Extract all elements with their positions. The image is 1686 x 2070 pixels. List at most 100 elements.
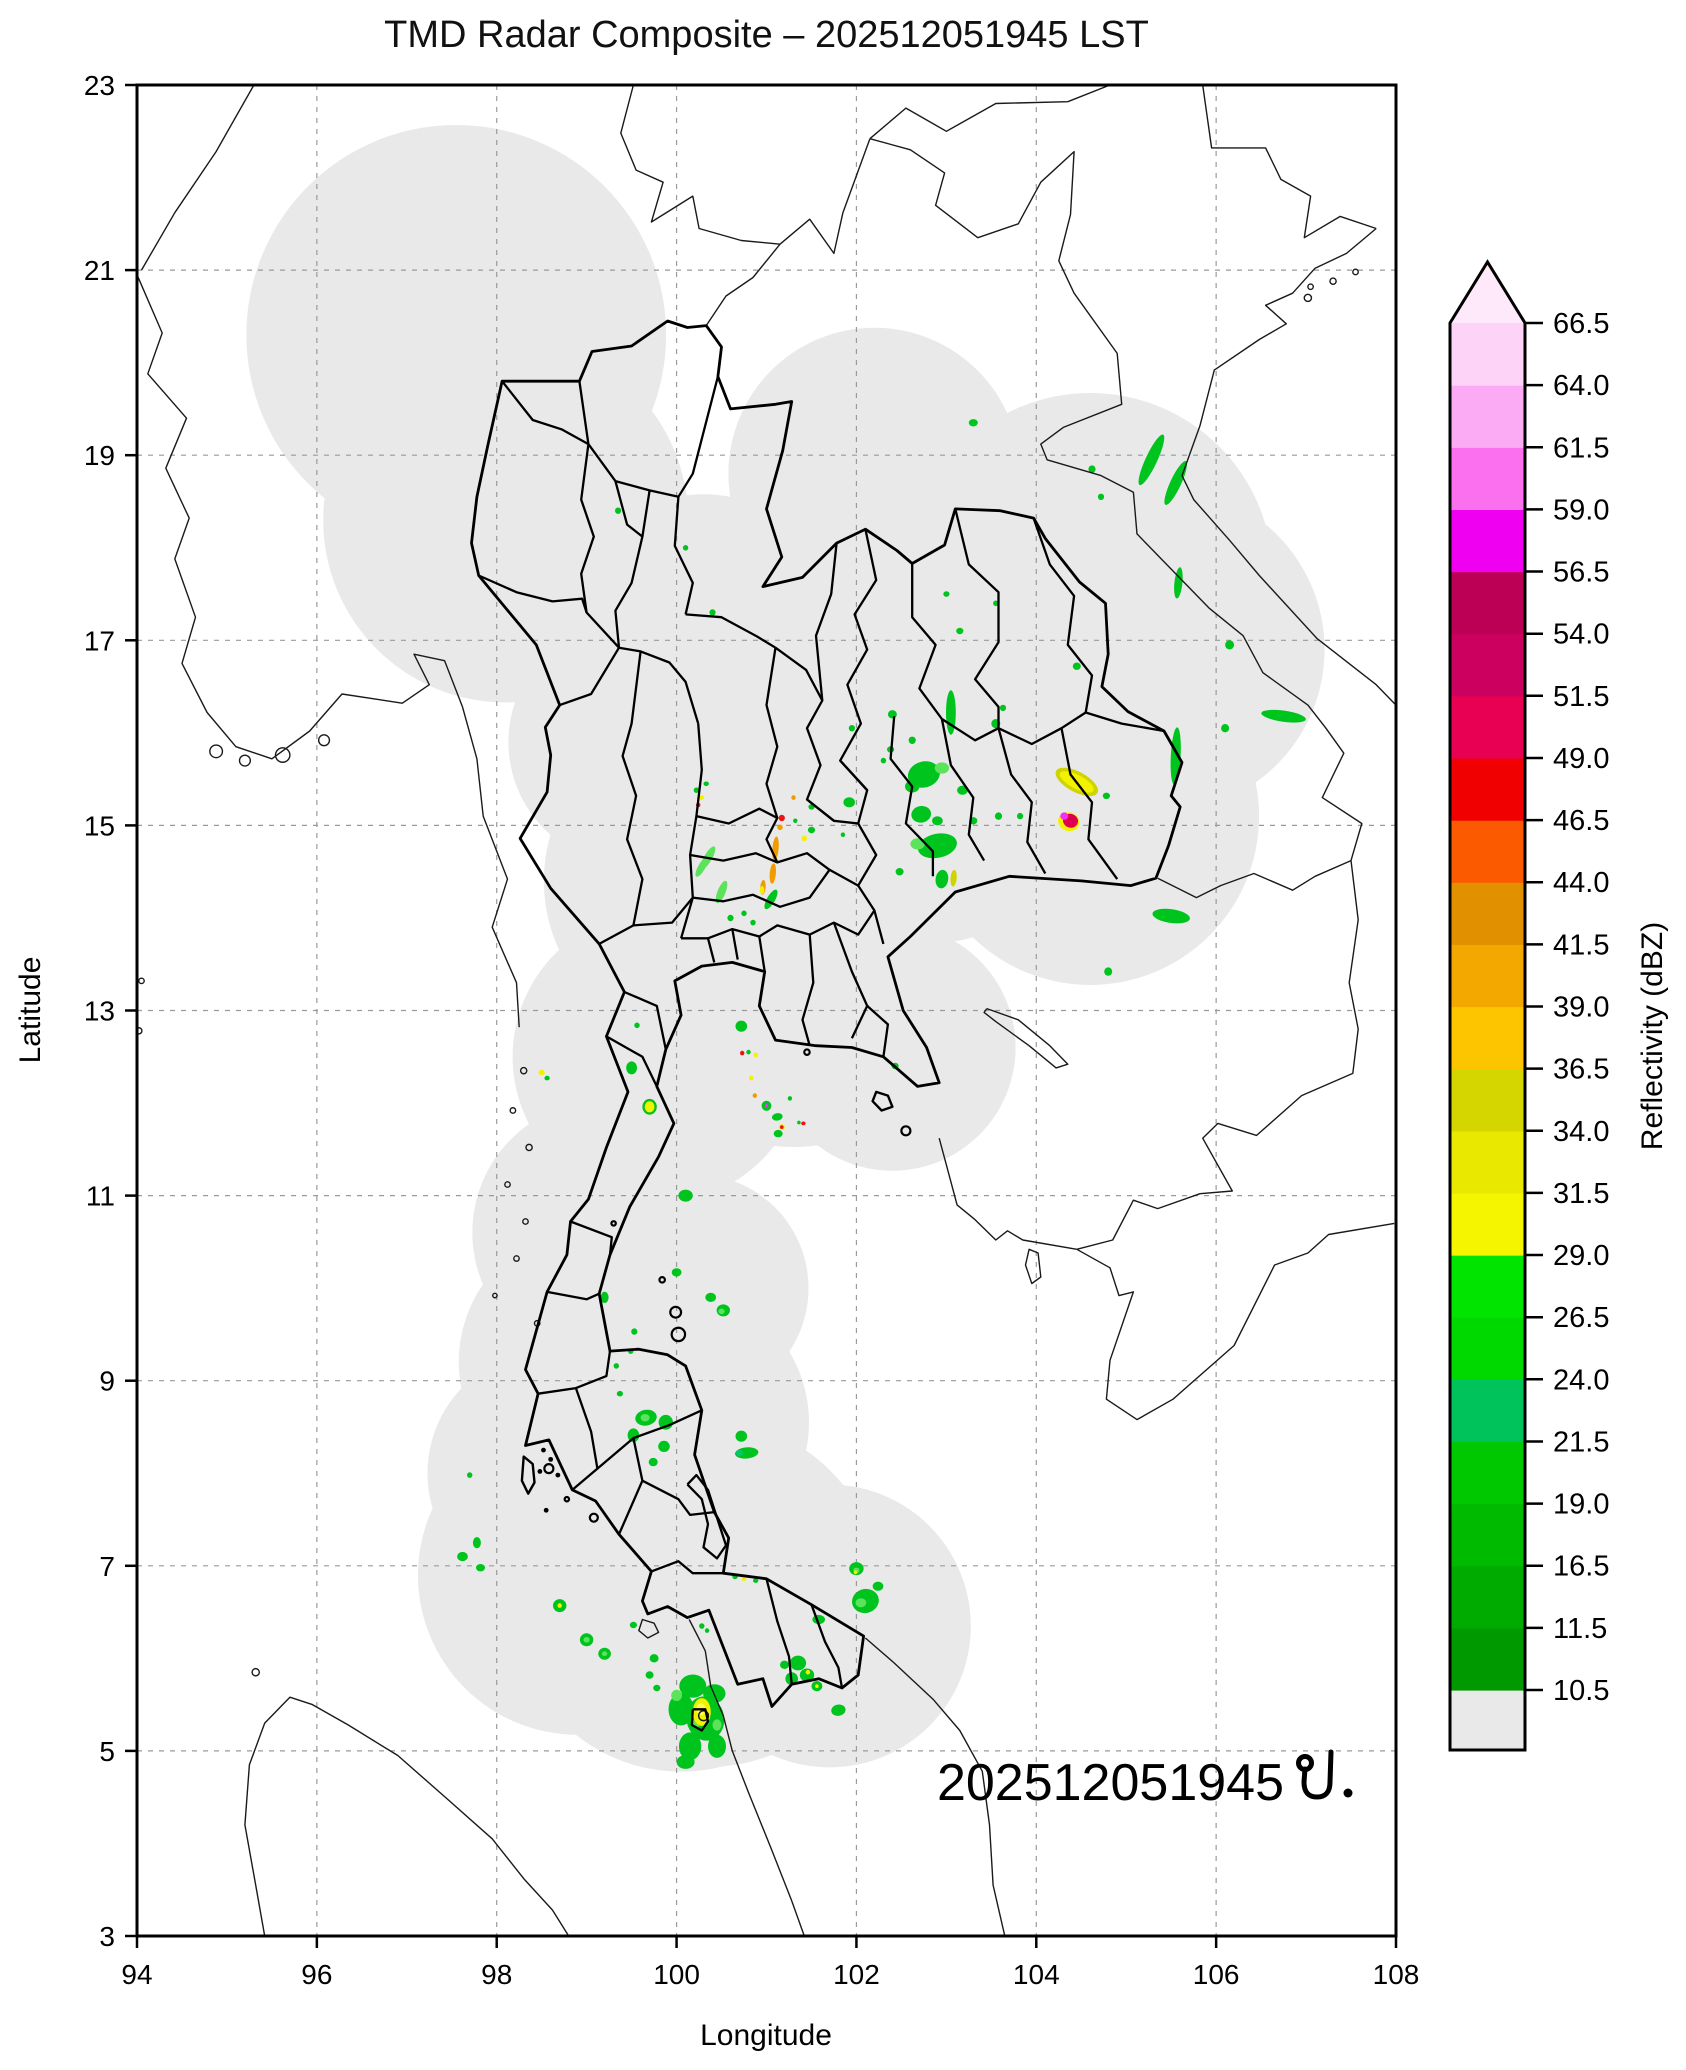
neighbor-island: [274, 747, 291, 763]
radar-echo: [705, 1292, 717, 1302]
radar-coverage-layer: [246, 124, 1325, 1772]
colorbar-tick-label: 51.5: [1553, 681, 1609, 713]
radar-echo: [616, 1390, 624, 1397]
radar-echo: [764, 1103, 769, 1108]
neighbor-island: [1307, 283, 1314, 291]
thai-island: [588, 1512, 599, 1523]
neighbor-island: [504, 1181, 511, 1188]
colorbar-tick-label: 49.0: [1553, 743, 1609, 775]
x-tick-label: 94: [121, 1959, 152, 1990]
y-tick-label: 9: [99, 1366, 115, 1397]
y-tick-label: 23: [84, 70, 115, 101]
radar-echo: [653, 1684, 661, 1692]
colorbar-over-arrow: [1450, 262, 1525, 323]
neighbor-island: [509, 1107, 517, 1114]
radar-echo: [932, 816, 943, 826]
colorbar-tick-label: 56.5: [1553, 557, 1609, 589]
radar-echo: [613, 1363, 619, 1369]
x-tick-label: 100: [653, 1959, 700, 1990]
y-tick-label: 19: [84, 440, 115, 471]
colorbar-tick-label: 41.5: [1553, 929, 1609, 961]
province-boundary: [806, 798, 859, 825]
radar-echo: [1097, 493, 1105, 500]
province-boundary: [801, 934, 815, 1047]
radar-echo: [671, 1268, 682, 1277]
province-boundary: [765, 1578, 793, 1685]
colorbar-tick-label: 24.0: [1553, 1364, 1609, 1396]
radar-echo: [780, 1125, 784, 1129]
province-boundary: [578, 381, 590, 445]
neighbor-border: [244, 1696, 570, 1936]
radar-echo: [887, 710, 897, 719]
colorbar-segment: [1450, 323, 1525, 386]
x-tick-label: 104: [1013, 1959, 1060, 1990]
radar-echo: [679, 1674, 707, 1698]
radar-echo: [968, 419, 978, 427]
neighbor-borders-layer: [137, 85, 1396, 1936]
thai-islet: [548, 1456, 554, 1462]
radar-echo: [993, 600, 999, 607]
x-tick-label: 106: [1193, 1959, 1240, 1990]
neighbor-island: [1352, 268, 1359, 276]
radar-echo: [1261, 709, 1306, 723]
neighbor-island: [317, 734, 331, 747]
radar-echo: [807, 826, 816, 834]
neighbor-island: [513, 1255, 520, 1262]
colorbar-segment: [1450, 1503, 1525, 1567]
colorbar-segment: [1450, 447, 1525, 511]
radar-echo: [1225, 640, 1235, 650]
province-boundary: [839, 528, 878, 791]
radar-echo: [749, 1075, 754, 1081]
radar-echo: [855, 1598, 867, 1608]
colorbar-outline: [1448, 259, 1527, 1752]
colorbar-tick-label: 66.5: [1553, 308, 1609, 340]
province-boundary: [941, 711, 1087, 746]
radar-echo: [764, 889, 778, 910]
y-tick-label: 15: [84, 810, 115, 841]
radar-echo: [704, 1628, 710, 1633]
colorbar-segment: [1450, 944, 1525, 1008]
figure-title: TMD Radar Composite – 202512051945 LST: [384, 14, 1149, 56]
radar-echo: [678, 1189, 693, 1202]
radar-echo: [935, 869, 949, 889]
radar-echo: [678, 1732, 702, 1761]
thai-island: [543, 1463, 555, 1475]
neighbor-island: [1329, 277, 1337, 286]
x-tick-label: 108: [1373, 1959, 1420, 1990]
x-tick-label: 98: [481, 1959, 512, 1990]
province-boundary: [596, 1409, 703, 1470]
radar-echo: [746, 1049, 751, 1055]
province-boundary: [478, 574, 588, 613]
neighbor-border: [137, 274, 520, 1028]
radar-echo: [1104, 967, 1113, 976]
neighbor-border: [1076, 860, 1359, 1250]
colorbar-segment: [1450, 571, 1525, 635]
y-tick-label: 11: [86, 1181, 115, 1212]
thai-islet: [543, 1507, 549, 1513]
axes-layer: 94 96 98 100 102 104 106 108 3 5 7 9 11 13 15 17 19 21 23: [84, 70, 1420, 1990]
thai-suffix-period: [1343, 1788, 1353, 1798]
colorbar-tick-label: 54.0: [1553, 619, 1609, 651]
colorbar: 10.5 11.5 16.5 19.0 21.5 24.0 26.5 29.0 31.5 34.0…: [1448, 259, 1609, 1752]
province-boundary: [889, 716, 935, 877]
radar-echo: [907, 761, 940, 788]
province-boundary: [1085, 711, 1165, 733]
province-boundary: [1032, 517, 1094, 713]
radar-echo: [583, 1637, 590, 1643]
thai-islet: [541, 1447, 546, 1453]
radar-echo: [843, 797, 855, 808]
map-render-root: 94 96 98 100 102 104 106 108 3 5 7 9 11 13 15 17 19 21 23 1…: [84, 70, 1610, 1990]
radar-echo: [797, 1120, 801, 1125]
radar-echo: [1072, 662, 1081, 670]
radar-echo: [709, 609, 716, 616]
radar-coverage-circle: [688, 1484, 971, 1768]
radar-echo: [769, 863, 777, 884]
thai-islet: [555, 1472, 561, 1478]
province-boundary: [570, 1220, 613, 1255]
neighbor-border: [705, 243, 781, 326]
province-boundary: [731, 928, 739, 960]
radar-echo: [741, 1576, 747, 1582]
neighbor-island: [1024, 1248, 1042, 1285]
thai-island: [900, 1125, 912, 1137]
neighbor-island: [1303, 293, 1313, 303]
